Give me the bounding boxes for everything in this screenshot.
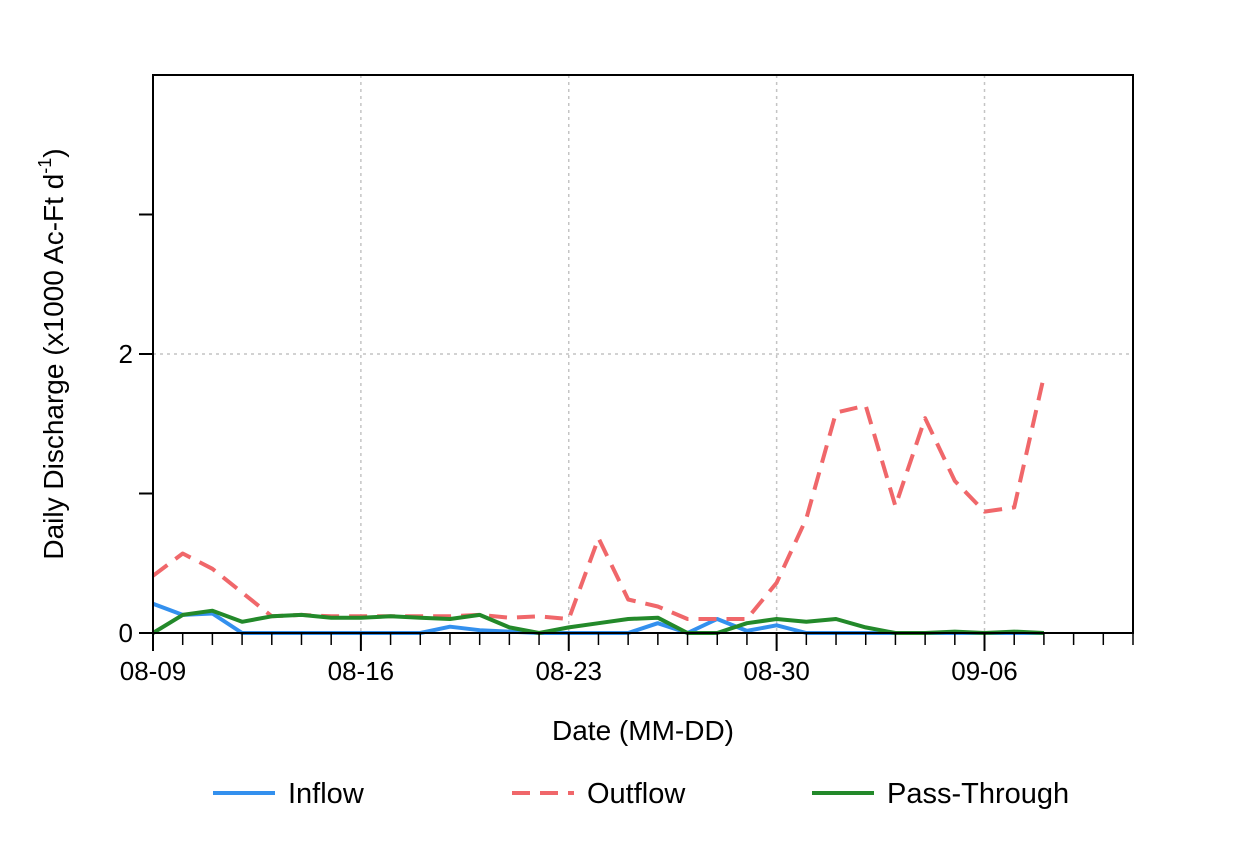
x-axis-title: Date (MM-DD) <box>552 715 734 746</box>
y-tick-label: 2 <box>119 339 133 369</box>
series-line-outflow <box>151 375 1046 621</box>
y-axis-title-close: ) <box>38 148 69 157</box>
x-tick-label: 08-09 <box>120 656 187 686</box>
series-line-pass-through <box>151 608 1044 635</box>
legend-label-inflow: Inflow <box>288 778 365 810</box>
y-axis-title-main: Daily Discharge (x1000 Ac-Ft d <box>38 174 69 560</box>
x-tick-label: 08-30 <box>743 656 810 686</box>
grid-lines <box>153 75 1133 633</box>
series-lines <box>151 375 1046 635</box>
x-tick-label: 08-16 <box>328 656 395 686</box>
legend-label-pass-through: Pass-Through <box>887 778 1069 810</box>
series-line-inflow <box>152 601 1044 635</box>
y-axis-title-superscript: -1 <box>35 158 55 174</box>
legend: Inflow Outflow Pass-Through <box>213 778 1069 810</box>
y-axis-title: Daily Discharge (x1000 Ac-Ft d-1) <box>35 148 69 559</box>
x-tick-label: 08-23 <box>536 656 603 686</box>
x-tick-label: 09-06 <box>951 656 1018 686</box>
y-tick-label: 0 <box>119 618 133 648</box>
legend-label-outflow: Outflow <box>587 778 686 810</box>
axes: 08-09 08-16 08-23 08-30 09-06 0 2 <box>119 213 1134 686</box>
